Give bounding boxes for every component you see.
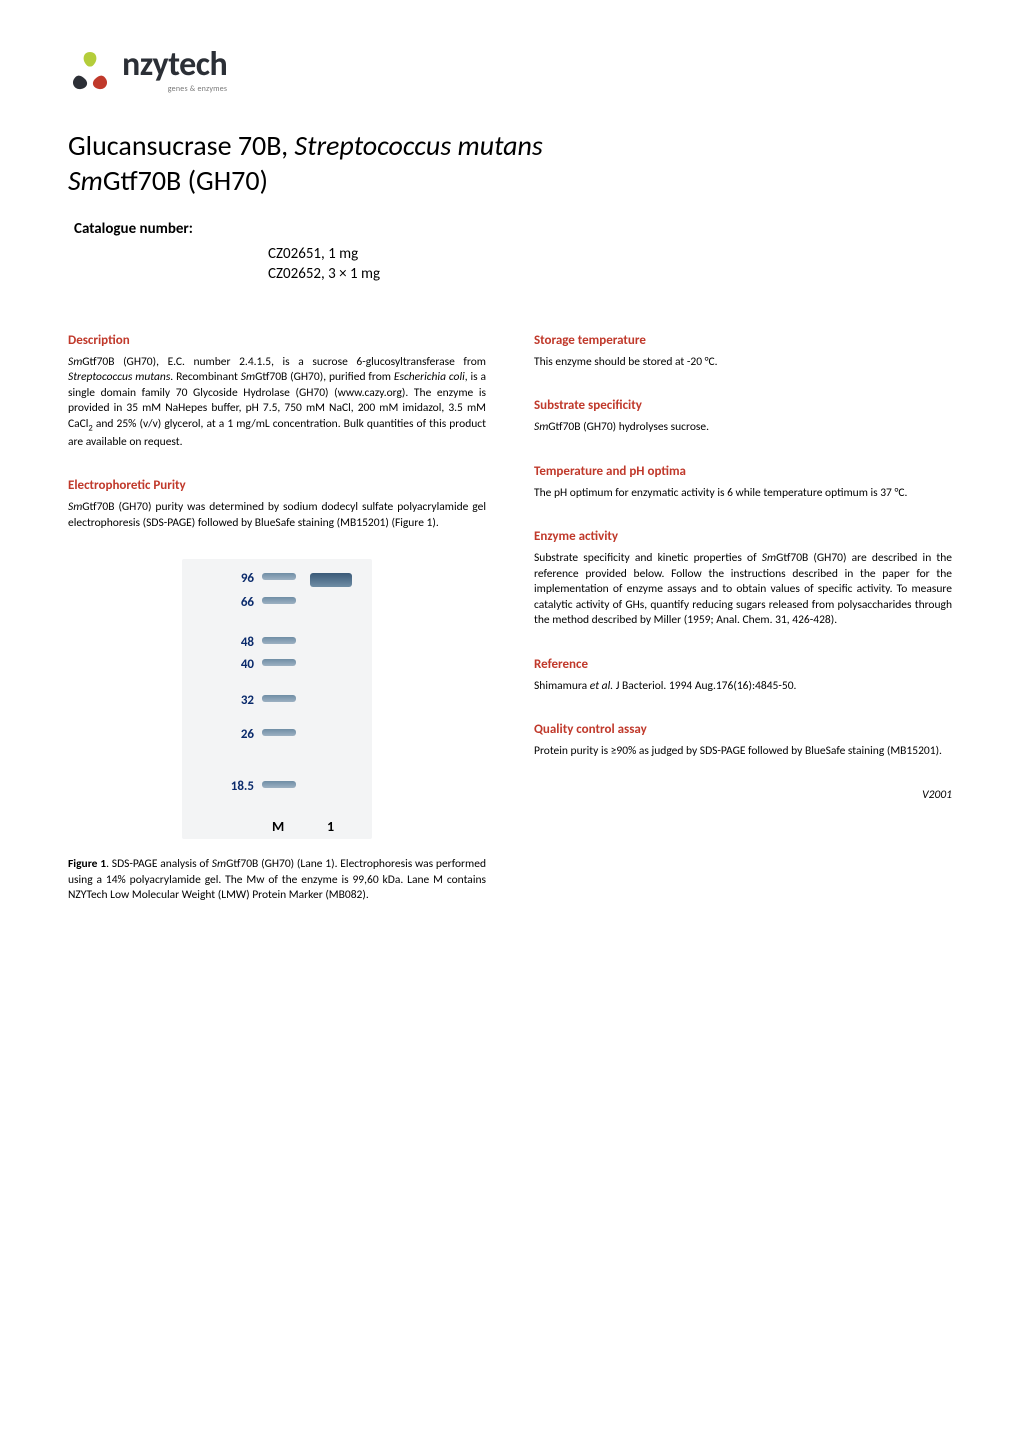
catalogue-codes: CZ02651, 1 mg CZ02652, 3 × 1 mg bbox=[268, 244, 952, 285]
act-a: Substrate specificity and kinetic proper… bbox=[534, 551, 762, 565]
qc-text: Protein purity is ≥90% as judged by SDS-… bbox=[534, 744, 952, 760]
fig-a: . SDS-PAGE analysis of bbox=[106, 857, 212, 871]
sub-a: Sm bbox=[534, 420, 548, 434]
mw-label: 26 bbox=[220, 727, 254, 742]
fig-b: Sm bbox=[212, 857, 226, 871]
desc-d: . Recombinant bbox=[170, 370, 240, 384]
content-columns: Description SmGtf70B (GH70), E.C. number… bbox=[68, 333, 952, 904]
nzytech-knot-icon bbox=[68, 49, 112, 93]
ref-a: Shimamura bbox=[534, 679, 590, 693]
reference-text: Shimamura et al. J Bacteriol. 1994 Aug.1… bbox=[534, 679, 952, 695]
logo-word: nzytech bbox=[122, 48, 227, 82]
marker-band bbox=[262, 781, 296, 788]
catalogue-code-1: CZ02651, 1 mg bbox=[268, 244, 952, 264]
purity-text: SmGtf70B (GH70) purity was determined by… bbox=[68, 500, 486, 531]
document-title: Glucansucrase 70B, Streptococcus mutans … bbox=[68, 128, 952, 198]
title-2b: Gtf70B (GH70) bbox=[103, 163, 268, 198]
mw-label: 18.5 bbox=[220, 779, 254, 794]
figure-caption: Figure 1. SDS-PAGE analysis of SmGtf70B … bbox=[68, 857, 486, 904]
marker-band bbox=[262, 637, 296, 644]
pur-a: Sm bbox=[68, 500, 82, 514]
desc-g: Escherichia coli bbox=[394, 370, 465, 384]
fig-lead: Figure 1 bbox=[68, 857, 106, 871]
logo-tagline: genes & enzymes bbox=[122, 84, 227, 94]
storage-text: This enzyme should be stored at -20 °C. bbox=[534, 355, 952, 371]
logo-text: nzytech genes & enzymes bbox=[122, 48, 227, 94]
ref-c: J Bacteriol. 1994 Aug.176(16):4845-50. bbox=[613, 679, 796, 693]
title-1b: Streptococcus mutans bbox=[294, 128, 542, 163]
desc-a: Sm bbox=[68, 355, 82, 369]
desc-c: Streptococcus mutans bbox=[68, 370, 170, 384]
activity-text: Substrate specificity and kinetic proper… bbox=[534, 551, 952, 629]
left-column: Description SmGtf70B (GH70), E.C. number… bbox=[68, 333, 486, 904]
act-b: Sm bbox=[762, 551, 776, 565]
desc-f: Gtf70B (GH70), purified from bbox=[255, 370, 394, 384]
mw-label: 96 bbox=[220, 571, 254, 586]
sds-page-gel: M 1 96 66 48 40 32 26 18.5 bbox=[182, 559, 372, 839]
catalogue-code-2: CZ02652, 3 × 1 mg bbox=[268, 264, 952, 284]
desc-j: and 25% (v/v) glycerol, at a 1 mg/mL con… bbox=[68, 417, 486, 449]
hdr-activity: Enzyme activity bbox=[534, 529, 952, 544]
marker-band bbox=[262, 597, 296, 604]
desc-b: Gtf70B (GH70), E.C. number 2.4.1.5, is a… bbox=[82, 355, 486, 369]
hdr-description: Description bbox=[68, 333, 486, 348]
right-column: Storage temperature This enzyme should b… bbox=[534, 333, 952, 904]
hdr-qc: Quality control assay bbox=[534, 722, 952, 737]
mw-label: 40 bbox=[220, 657, 254, 672]
hdr-substrate: Substrate specificity bbox=[534, 398, 952, 413]
title-2a: Sm bbox=[68, 163, 103, 198]
desc-e: Sm bbox=[241, 370, 255, 384]
marker-band bbox=[262, 729, 296, 736]
marker-band bbox=[262, 573, 296, 580]
hdr-purity: Electrophoretic Purity bbox=[68, 478, 486, 493]
lane-label-1: 1 bbox=[327, 818, 334, 835]
ref-b: et al. bbox=[590, 679, 613, 693]
sample-band bbox=[310, 573, 352, 587]
mw-label: 48 bbox=[220, 635, 254, 650]
catalogue-label: Catalogue number: bbox=[74, 220, 952, 238]
gel-figure: M 1 96 66 48 40 32 26 18.5 bbox=[68, 559, 486, 839]
marker-band bbox=[262, 659, 296, 666]
title-1a: Glucansucrase 70B, bbox=[68, 128, 294, 163]
pur-b: Gtf70B (GH70) purity was determined by s… bbox=[68, 500, 486, 530]
title-line-1: Glucansucrase 70B, Streptococcus mutans bbox=[68, 128, 952, 163]
sub-b: Gtf70B (GH70) hydrolyses sucrose. bbox=[548, 420, 709, 434]
lane-label-m: M bbox=[272, 818, 284, 835]
mw-label: 66 bbox=[220, 595, 254, 610]
hdr-reference: Reference bbox=[534, 657, 952, 672]
hdr-temp-ph: Temperature and pH optima bbox=[534, 464, 952, 479]
temp-ph-text: The pH optimum for enzymatic activity is… bbox=[534, 486, 952, 502]
hdr-storage: Storage temperature bbox=[534, 333, 952, 348]
description-text: SmGtf70B (GH70), E.C. number 2.4.1.5, is… bbox=[68, 355, 486, 451]
logo: nzytech genes & enzymes bbox=[68, 48, 952, 94]
title-line-2: SmGtf70B (GH70) bbox=[68, 163, 952, 198]
marker-band bbox=[262, 695, 296, 702]
mw-label: 32 bbox=[220, 693, 254, 708]
substrate-text: SmGtf70B (GH70) hydrolyses sucrose. bbox=[534, 420, 952, 436]
version-code: V2001 bbox=[534, 788, 952, 802]
